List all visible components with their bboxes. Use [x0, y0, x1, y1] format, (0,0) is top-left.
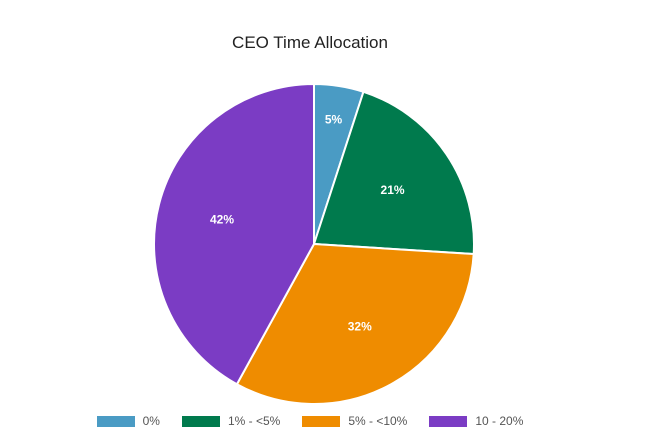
legend-label-1: 1% - <5% [227, 414, 281, 428]
pie-labels: 5% 21% 32% 42% [210, 113, 405, 334]
legend-item-1[interactable]: 1% - <5% [181, 414, 281, 428]
pie-slice-1[interactable] [312, 90, 475, 256]
legend-swatch-1 [181, 415, 220, 427]
pie-slice-3[interactable] [153, 82, 315, 386]
pie-slice-2[interactable] [235, 242, 475, 405]
legend-label-2: 5% - <10% [348, 414, 408, 428]
pie-slice-label-3: 42% [210, 213, 234, 227]
legend-swatch-2 [302, 415, 341, 427]
pie-slice-label-2: 32% [348, 319, 372, 333]
legend-swatch-0 [96, 415, 135, 427]
pie-slice-label-0: 5% [325, 113, 343, 127]
pie-slice-label-1: 21% [381, 183, 405, 197]
legend-swatch-3 [429, 415, 468, 427]
legend-item-2[interactable]: 5% - <10% [302, 414, 407, 428]
chart-title: CEO Time Allocation [232, 33, 388, 52]
legend-label-3: 10 - 20% [475, 414, 524, 428]
legend: 0% 1% - <5% 5% - <10% 10 - 20% [0, 414, 620, 428]
legend-item-3[interactable]: 10 - 20% [429, 414, 523, 428]
pie-slices [153, 82, 475, 405]
legend-item-0[interactable]: 0% [96, 414, 160, 428]
legend-label-0: 0% [142, 414, 160, 428]
